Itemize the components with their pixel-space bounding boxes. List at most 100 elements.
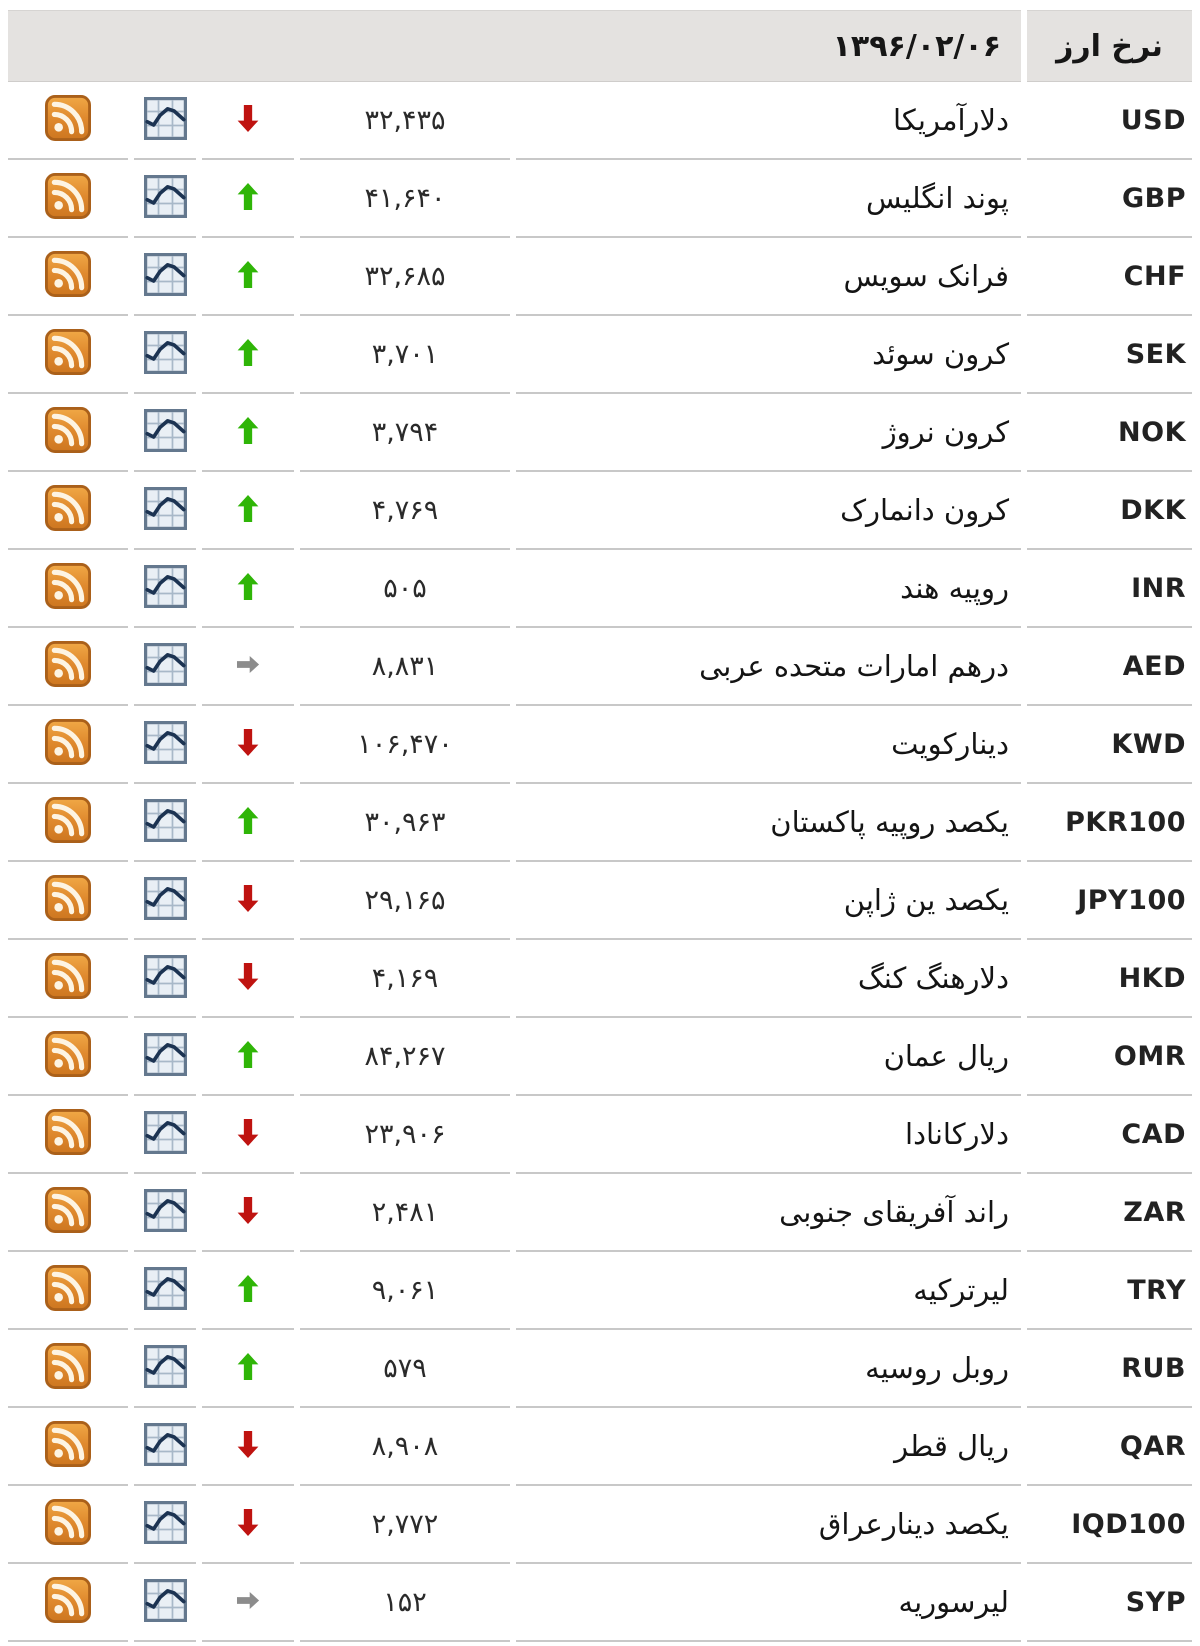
currency-row: ۴۱,۶۴۰ پوند انگلیس GBP — [8, 160, 1193, 238]
rss-link[interactable] — [45, 719, 91, 765]
rate-value-cell: ۴,۱۶۹ — [300, 940, 510, 1018]
trend-cell — [202, 550, 294, 628]
chart-link[interactable] — [143, 1266, 187, 1310]
chart-cell — [134, 550, 196, 628]
trend-arrow-icon — [237, 416, 259, 444]
rss-link[interactable] — [45, 485, 91, 531]
currency-name-cell: فرانک سویس — [516, 238, 1022, 316]
currency-code: RUB — [1121, 1352, 1187, 1384]
chart-link[interactable] — [143, 1422, 187, 1466]
currency-code: GBP — [1121, 182, 1187, 214]
rss-link[interactable] — [45, 1343, 91, 1389]
currency-name: لیرترکیه — [913, 1273, 1010, 1307]
rss-cell — [8, 862, 128, 940]
currency-code: CHF — [1123, 260, 1187, 292]
rss-cell — [8, 472, 128, 550]
rss-cell — [8, 1252, 128, 1330]
currency-code-cell: GBP — [1027, 160, 1193, 238]
currency-code-cell: DKK — [1027, 472, 1193, 550]
trend-cell — [202, 940, 294, 1018]
rss-icon — [45, 875, 91, 921]
rate-value-cell: ۸,۹۰۸ — [300, 1408, 510, 1486]
chart-link[interactable] — [143, 876, 187, 920]
trend-cell — [202, 160, 294, 238]
chart-icon — [143, 1110, 187, 1154]
chart-link[interactable] — [143, 1344, 187, 1388]
chart-link[interactable] — [143, 1578, 187, 1622]
currency-code: CAD — [1121, 1118, 1187, 1150]
chart-link[interactable] — [143, 174, 187, 218]
rss-link[interactable] — [45, 1031, 91, 1077]
trend-cell — [202, 238, 294, 316]
rss-link[interactable] — [45, 1265, 91, 1311]
rss-link[interactable] — [45, 251, 91, 297]
trend-arrow-icon — [237, 884, 259, 912]
rate-value: ۲,۴۸۱ — [371, 1196, 439, 1228]
chart-link[interactable] — [143, 330, 187, 374]
rate-value: ۳۲,۴۳۵ — [364, 104, 446, 136]
rss-icon — [45, 95, 91, 141]
currency-name: دلارآمریکا — [893, 103, 1010, 137]
rss-icon — [45, 329, 91, 375]
trend-arrow-icon — [237, 1196, 259, 1224]
currency-row: ۳,۷۰۱ کرون سوئد SEK — [8, 316, 1193, 394]
rss-cell — [8, 82, 128, 160]
chart-link[interactable] — [143, 798, 187, 842]
rss-link[interactable] — [45, 329, 91, 375]
currency-code-cell: OMR — [1027, 1018, 1193, 1096]
chart-link[interactable] — [143, 486, 187, 530]
currency-row: ۴,۷۶۹ کرون دانمارک DKK — [8, 472, 1193, 550]
currency-code: SYP — [1125, 1586, 1187, 1618]
rss-link[interactable] — [45, 1187, 91, 1233]
rss-link[interactable] — [45, 173, 91, 219]
currency-code-cell: TRY — [1027, 1252, 1193, 1330]
currency-name: روبل روسیه — [865, 1351, 1010, 1385]
rss-link[interactable] — [45, 407, 91, 453]
currency-name: کرون نروژ — [882, 415, 1010, 449]
currency-name-cell: ریال قطر — [516, 1408, 1022, 1486]
rss-link[interactable] — [45, 1577, 91, 1623]
trend-arrow-icon — [237, 182, 259, 210]
rss-link[interactable] — [45, 875, 91, 921]
currency-name: درهم امارات متحده عربی — [699, 649, 1010, 683]
chart-link[interactable] — [143, 954, 187, 998]
chart-link[interactable] — [143, 720, 187, 764]
rss-link[interactable] — [45, 1421, 91, 1467]
rate-value: ۲۹,۱۶۵ — [364, 884, 446, 916]
rss-link[interactable] — [45, 95, 91, 141]
rss-link[interactable] — [45, 641, 91, 687]
currency-name: دینارکویت — [891, 727, 1010, 761]
rss-icon — [45, 173, 91, 219]
rate-value-cell: ۹,۰۶۱ — [300, 1252, 510, 1330]
rate-value-cell: ۳,۷۹۴ — [300, 394, 510, 472]
chart-link[interactable] — [143, 1500, 187, 1544]
currency-row: ۱۵۲ لیرسوریه SYP — [8, 1564, 1193, 1642]
chart-link[interactable] — [143, 642, 187, 686]
currency-name-cell: کرون سوئد — [516, 316, 1022, 394]
chart-link[interactable] — [143, 1110, 187, 1154]
rss-link[interactable] — [45, 563, 91, 609]
chart-cell — [134, 706, 196, 784]
rss-cell — [8, 550, 128, 628]
currency-code: QAR — [1119, 1430, 1187, 1462]
chart-link[interactable] — [143, 96, 187, 140]
rss-link[interactable] — [45, 953, 91, 999]
currency-name-cell: یکصد روپیه پاکستان — [516, 784, 1022, 862]
rate-value-cell: ۱۵۲ — [300, 1564, 510, 1642]
chart-link[interactable] — [143, 408, 187, 452]
chart-link[interactable] — [143, 1032, 187, 1076]
currency-name-cell: کرون دانمارک — [516, 472, 1022, 550]
currency-row: ۸۴,۲۶۷ ریال عمان OMR — [8, 1018, 1193, 1096]
currency-row: ۱۰۶,۴۷۰ دینارکویت KWD — [8, 706, 1193, 784]
rss-link[interactable] — [45, 1109, 91, 1155]
rss-cell — [8, 940, 128, 1018]
rss-link[interactable] — [45, 1499, 91, 1545]
rate-value-cell: ۳,۷۰۱ — [300, 316, 510, 394]
chart-link[interactable] — [143, 1188, 187, 1232]
rss-icon — [45, 1187, 91, 1233]
rss-link[interactable] — [45, 797, 91, 843]
currency-name-cell: دلارهنگ کنگ — [516, 940, 1022, 1018]
rss-icon — [45, 1109, 91, 1155]
chart-link[interactable] — [143, 252, 187, 296]
chart-link[interactable] — [143, 564, 187, 608]
